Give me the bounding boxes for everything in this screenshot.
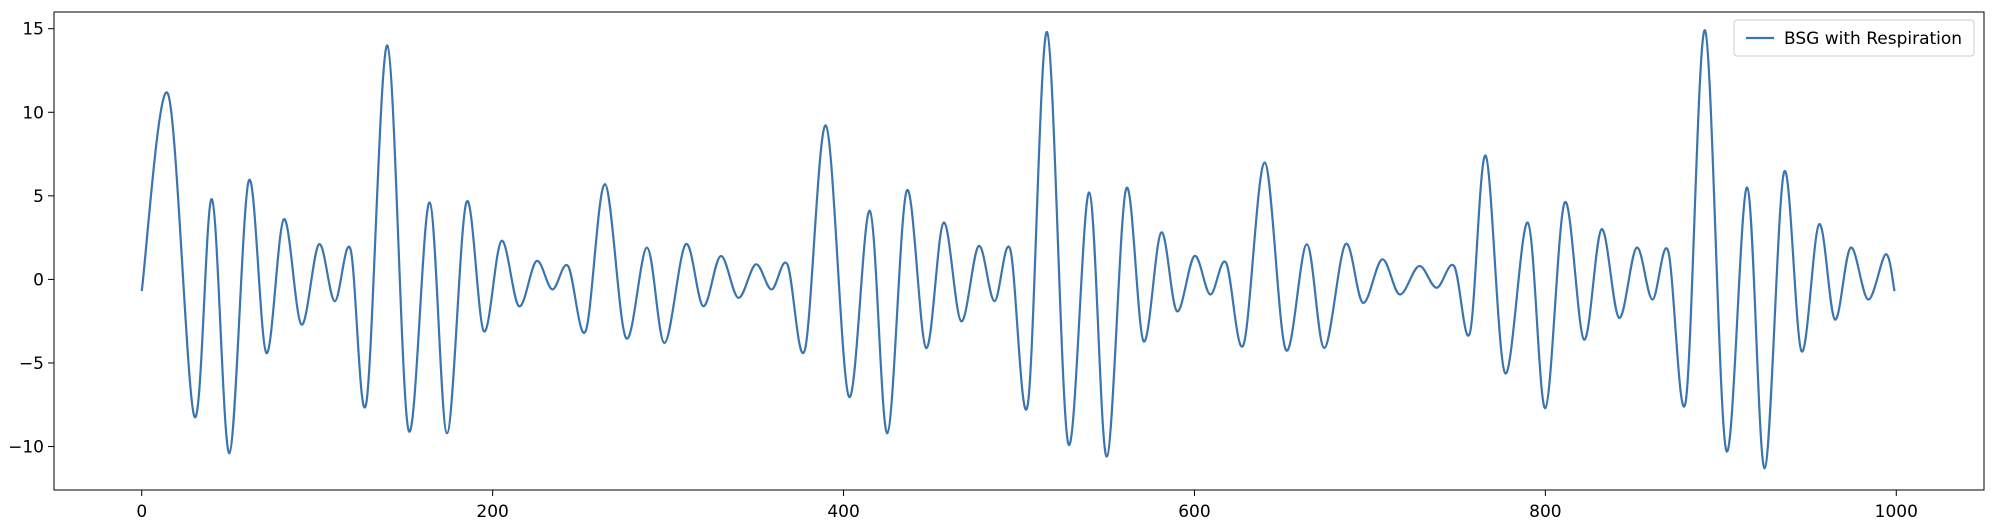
legend-box	[1733, 19, 1975, 57]
y-tick-label: 10	[22, 103, 44, 123]
series-layer	[140, 29, 1896, 470]
plot-area-frame	[53, 11, 1985, 491]
x-tick-label: 600	[1178, 502, 1210, 522]
y-tick-label: −5	[19, 354, 44, 374]
y-axis: 15 10 5 0 −5 −10	[8, 20, 54, 458]
x-tick-label: 400	[827, 502, 859, 522]
x-tick-label: 1000	[1875, 502, 1918, 522]
x-tick-label: 800	[1529, 502, 1561, 522]
legend: BSG with Respiration	[1733, 19, 1975, 57]
y-tick-label: 15	[22, 20, 44, 40]
x-axis: 0 200 400 600 800 1000	[136, 490, 1918, 522]
x-tick-label: 200	[476, 502, 508, 522]
series-line	[140, 29, 1896, 470]
y-tick-label: 5	[33, 187, 44, 207]
y-tick-label: 0	[33, 270, 44, 290]
x-tick-label: 0	[136, 502, 147, 522]
y-tick-label: −10	[8, 438, 44, 458]
legend-label: BSG with Respiration	[1784, 29, 1962, 49]
